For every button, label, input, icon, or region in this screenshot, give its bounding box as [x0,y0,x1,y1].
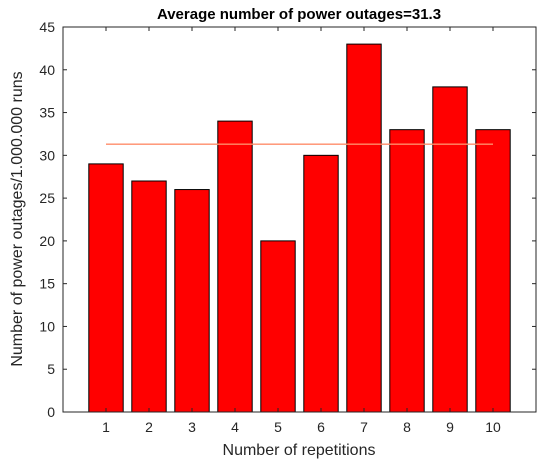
y-tick-label: 0 [47,404,55,420]
x-tick-label: 3 [188,419,196,435]
x-tick-label: 10 [485,419,501,435]
bar-9 [432,86,468,413]
y-tick-label: 30 [39,147,55,163]
x-tick-label: 7 [360,419,368,435]
y-tick-label: 25 [39,190,55,206]
x-tick-label: 9 [446,419,454,435]
plot-frame [62,26,537,413]
y-tick-label: 20 [39,233,55,249]
bar-8 [389,129,425,413]
bar-2 [131,180,167,413]
x-tick-label: 6 [317,419,325,435]
y-tick-label: 40 [39,62,55,78]
y-axis-title: Number of power outages/1.000.000 runs [9,71,26,366]
x-tick-label: 5 [274,419,282,435]
x-tick-label: 8 [403,419,411,435]
bar-3 [174,189,210,413]
bar-7 [346,43,382,413]
y-tick-label: 15 [39,276,55,292]
bar-5 [260,240,296,413]
x-tick-label: 1 [102,419,110,435]
x-tick-label: 4 [231,419,239,435]
chart-title: Average number of power outages=31.3 [157,6,441,23]
y-tick-label: 10 [39,318,55,334]
y-tick-label: 5 [47,361,55,377]
bar-10 [475,129,511,413]
y-tick-label: 45 [39,19,55,35]
bar-1 [88,163,124,413]
bar-4 [217,120,253,413]
bars-layer [88,43,511,413]
y-tick-label: 35 [39,105,55,121]
x-tick-label: 2 [145,419,153,435]
x-axis-title: Number of repetitions [223,442,376,459]
bar-6 [303,154,339,413]
